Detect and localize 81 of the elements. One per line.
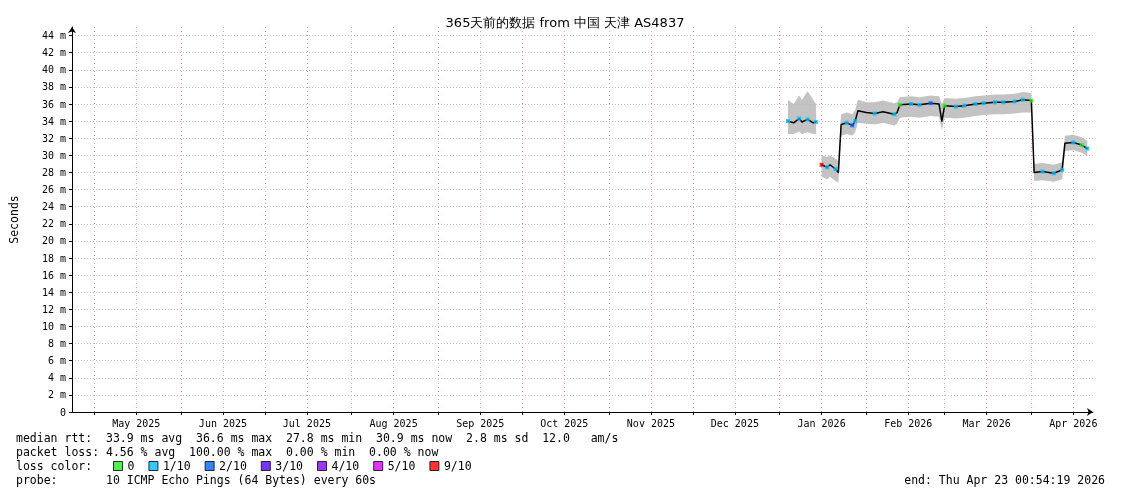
x-tick-label: Jul 2025 <box>282 417 331 429</box>
y-tick-label: 4 m <box>47 372 66 384</box>
x-tick-label: Dec 2025 <box>710 417 759 429</box>
y-tick-label: 38 m <box>41 81 66 93</box>
y-tick-label: 30 m <box>41 149 66 161</box>
y-tick-label: 22 m <box>41 218 66 230</box>
y-tick-label: 24 m <box>41 201 66 213</box>
point <box>953 104 958 109</box>
y-tick-label: 12 m <box>41 303 66 315</box>
point <box>850 123 855 128</box>
x-tick-label: Jun 2025 <box>198 417 248 429</box>
x-tick-label: Feb 2026 <box>884 417 933 429</box>
point <box>805 117 810 122</box>
y-tick-label: 40 m <box>41 64 66 76</box>
point <box>872 111 877 116</box>
point <box>892 112 897 117</box>
y-tick-label: 2 m <box>47 389 66 401</box>
y-tick-label: 42 m <box>41 47 66 59</box>
point <box>1071 140 1076 145</box>
point <box>942 103 947 108</box>
point <box>825 165 830 170</box>
y-tick-label: 14 m <box>41 286 66 298</box>
point <box>1085 146 1090 151</box>
y-tick-label: 32 m <box>41 132 66 144</box>
text: end: Thu Apr 23 00:54:19 2026 <box>904 473 1105 487</box>
point <box>1040 169 1045 174</box>
chart-title: 365天前的数据 from 中国 天津 AS4837 <box>445 15 685 30</box>
y-tick-label: 20 m <box>41 235 66 247</box>
point <box>833 167 838 172</box>
y-axis-title: Seconds <box>7 195 21 244</box>
y-tick-label: 34 m <box>41 115 66 127</box>
point <box>973 102 978 106</box>
point <box>992 100 997 105</box>
x-tick-label: Mar 2026 <box>962 417 1011 429</box>
point <box>1012 99 1017 104</box>
legend-label: 1/10 <box>162 459 191 473</box>
y-tick-label: 10 m <box>41 320 66 332</box>
point <box>844 120 849 125</box>
x-tick-label: Nov 2025 <box>626 417 676 429</box>
text: packet loss: 4.56 % avg 100.00 % max 0.00 % min 0.00 % now <box>16 445 439 459</box>
y-tick-label: 18 m <box>41 252 66 264</box>
y-tick-label: 26 m <box>41 184 66 196</box>
point <box>813 119 818 124</box>
legend-title: loss color: <box>16 459 93 473</box>
point <box>1079 143 1084 148</box>
point <box>1029 98 1034 103</box>
point <box>981 101 986 106</box>
legend-label: 3/10 <box>275 459 304 473</box>
x-tick-label: Sep 2025 <box>456 417 505 429</box>
point <box>909 102 914 106</box>
text: probe: 10 ICMP Echo Pings (64 Bytes) every 60s <box>16 473 377 487</box>
point <box>819 162 824 167</box>
point <box>797 116 802 121</box>
point <box>1001 100 1006 105</box>
y-tick-label: 16 m <box>41 269 66 281</box>
x-tick-label: May 2025 <box>112 417 161 429</box>
y-tick-label: 36 m <box>41 98 66 110</box>
point <box>917 102 922 107</box>
y-tick-label: 8 m <box>47 338 66 350</box>
point <box>928 101 933 106</box>
y-tick-label: 0 <box>59 406 66 418</box>
point <box>1051 171 1056 176</box>
x-tick-label: Aug 2025 <box>369 417 418 429</box>
point <box>1060 167 1065 172</box>
legend-label: 0 <box>127 459 135 473</box>
legend-label: 9/10 <box>443 459 472 473</box>
y-tick-label: 28 m <box>41 166 66 178</box>
point <box>962 103 967 108</box>
point <box>853 119 858 124</box>
y-tick-label: 6 m <box>47 355 66 367</box>
legend-label: 2/10 <box>219 459 247 473</box>
point <box>897 102 902 107</box>
text: median rtt: 33.9 ms avg 36.6 ms max 27.8 ms min 30.9 ms now 2.8 ms sd 12.0 am/s <box>16 431 619 445</box>
point <box>1020 97 1025 102</box>
legend-label: 5/10 <box>387 459 416 473</box>
legend-label: 4/10 <box>331 459 360 473</box>
y-tick-label: 44 m <box>41 30 66 42</box>
x-tick-label: Apr 2026 <box>1049 417 1098 429</box>
x-tick-label: Jan 2026 <box>797 417 846 429</box>
point <box>785 119 790 124</box>
x-tick-label: Oct 2025 <box>540 417 589 429</box>
